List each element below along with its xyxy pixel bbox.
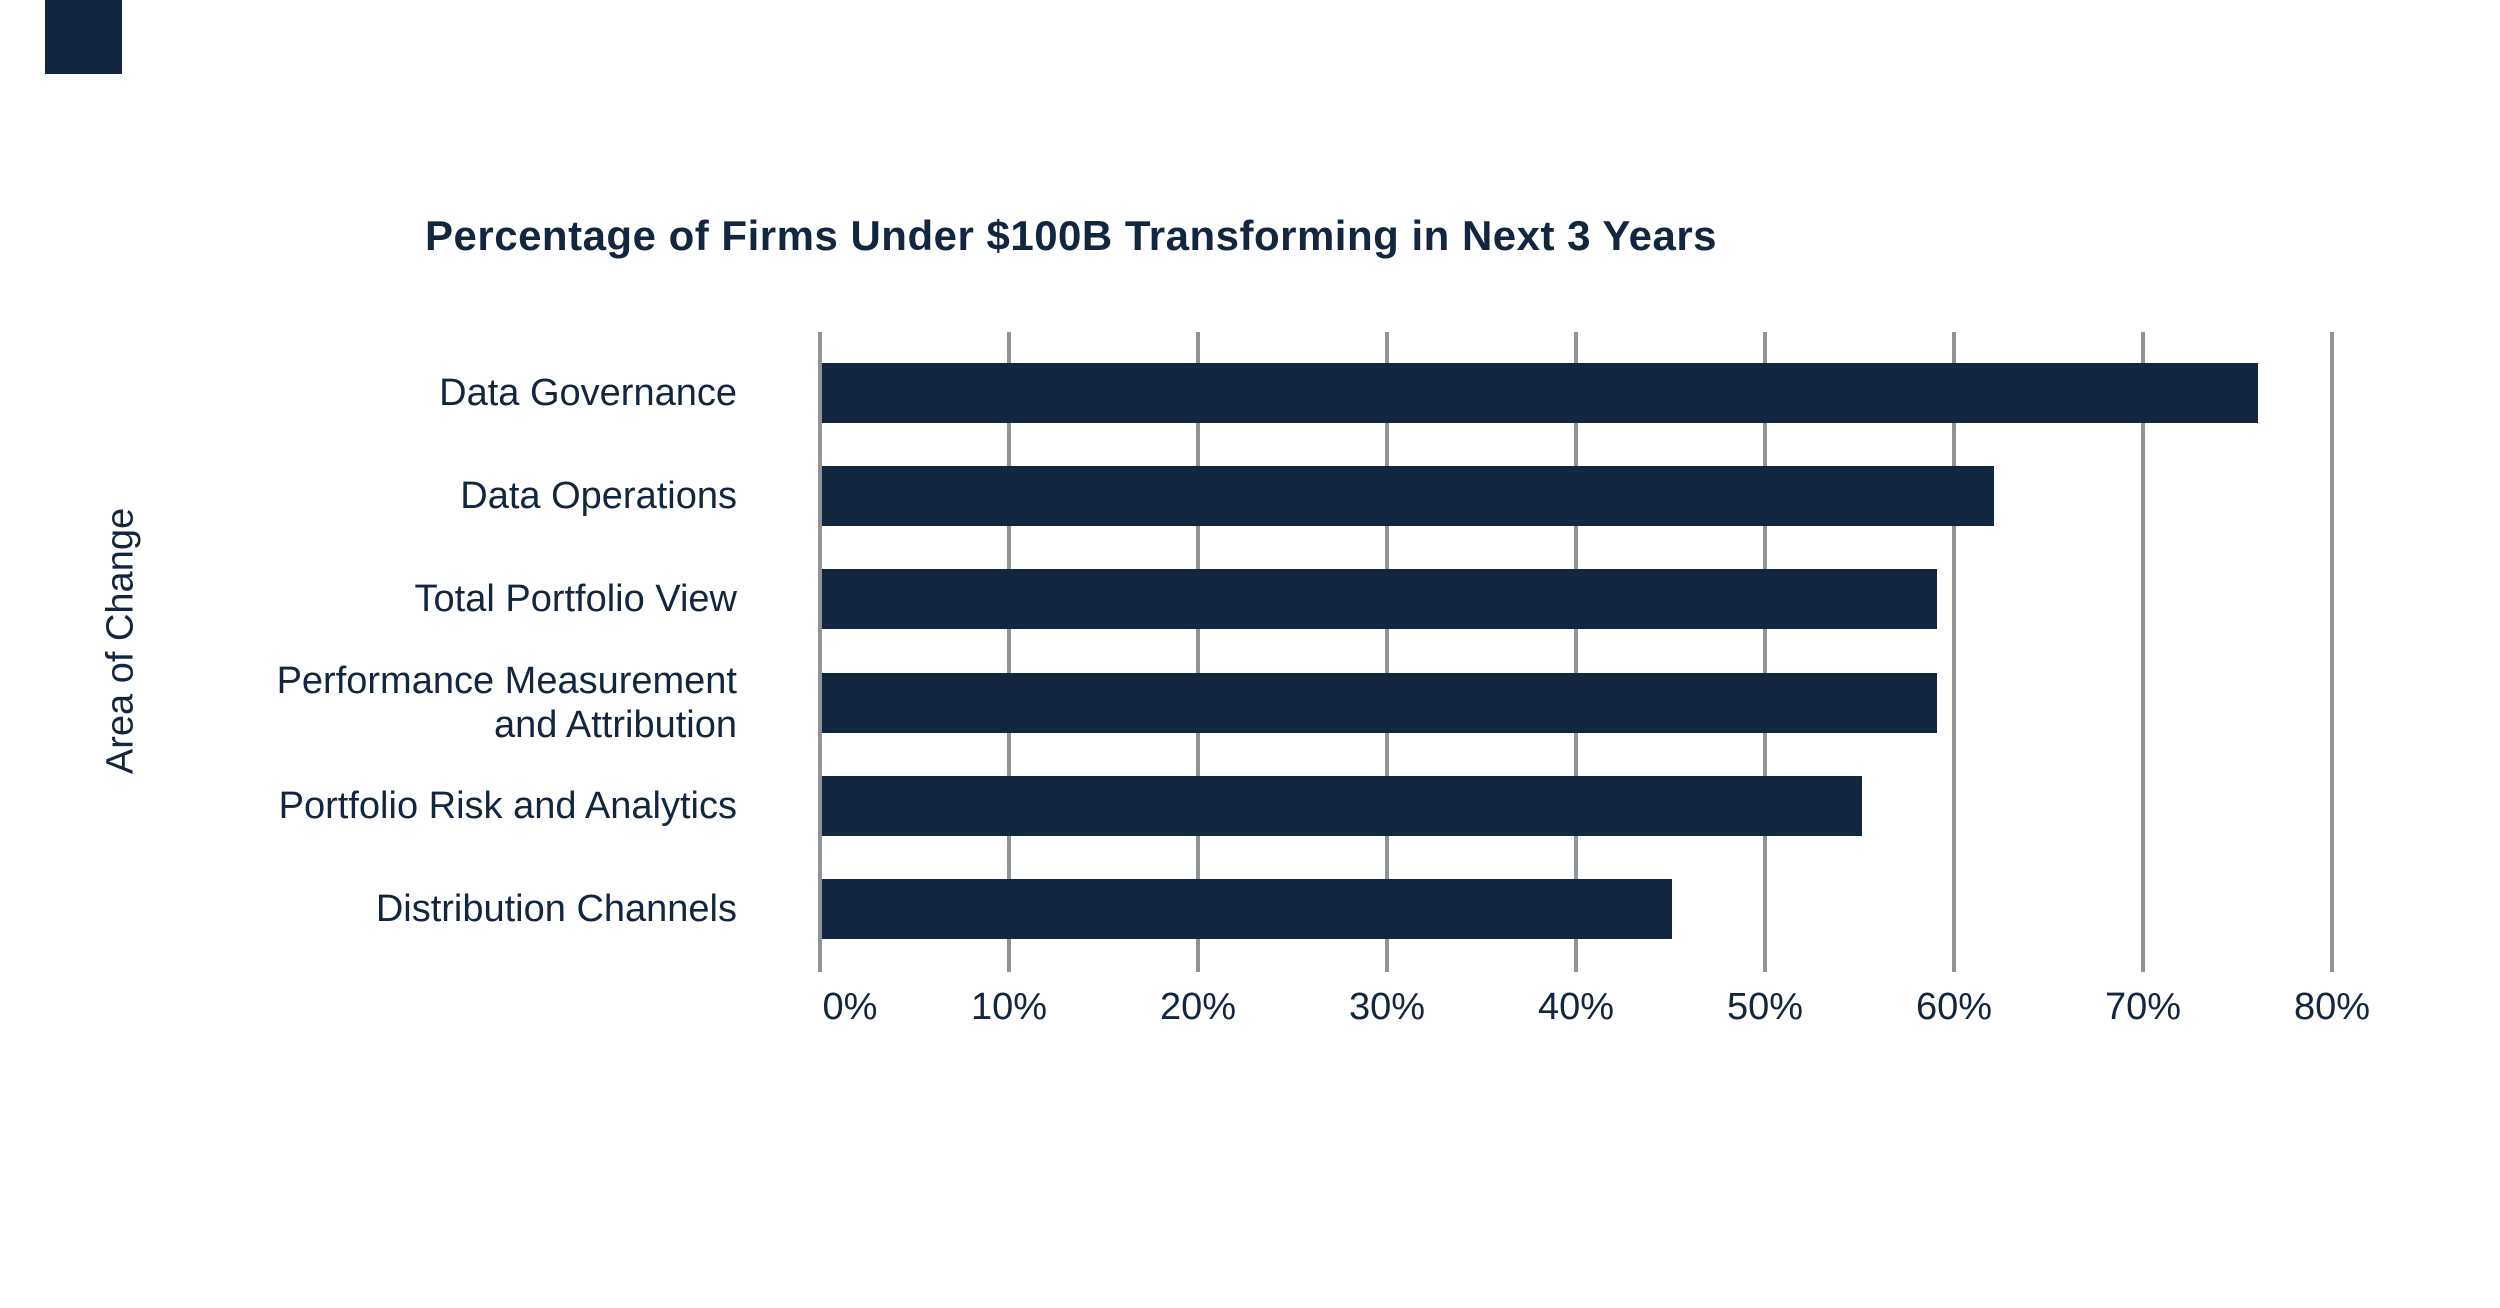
gridline-60 (1952, 332, 1956, 972)
bar-performance-measurement-and-attribution (822, 673, 1937, 733)
category-label-line: Data Governance (439, 371, 737, 414)
y-axis-label: Area of Change (99, 507, 142, 775)
gridline-30 (1385, 332, 1389, 972)
corner-logo-square (45, 0, 122, 74)
x-tick-label-80: 80% (2293, 986, 2371, 1028)
bar-portfolio-risk-and-analytics (822, 776, 1862, 836)
category-label-line: Data Operations (460, 474, 737, 517)
category-label-line: Distribution Channels (375, 887, 737, 930)
gridline-80 (2330, 332, 2334, 972)
category-label-line: Portfolio Risk and Analytics (278, 784, 737, 827)
bar-total-portfolio-view (822, 569, 1937, 629)
x-tick-label-50: 50% (1726, 986, 1804, 1028)
x-tick-label-60: 60% (1915, 986, 1993, 1028)
x-tick-label-10: 10% (970, 986, 1048, 1028)
category-label-total-portfolio-view: Total Portfolio View (150, 569, 737, 629)
x-tick-label-20: 20% (1159, 986, 1237, 1028)
gridline-10 (1007, 332, 1011, 972)
x-tick-label-30: 30% (1348, 986, 1426, 1028)
gridline-40 (1574, 332, 1578, 972)
bar-distribution-channels (822, 879, 1672, 939)
gridline-70 (2141, 332, 2145, 972)
category-label-line: and Attribution (494, 704, 737, 746)
bar-data-governance (822, 363, 2258, 423)
category-label-line: Performance Measurement (276, 659, 737, 702)
category-label-distribution-channels: Distribution Channels (150, 879, 737, 939)
x-tick-label-0: 0% (822, 986, 878, 1028)
x-tick-label-40: 40% (1537, 986, 1615, 1028)
category-label-data-operations: Data Operations (150, 466, 737, 526)
category-label-line: Total Portfolio View (414, 577, 737, 620)
gridline-20 (1196, 332, 1200, 972)
category-label-portfolio-risk-and-analytics: Portfolio Risk and Analytics (150, 776, 737, 836)
category-label-data-governance: Data Governance (150, 363, 737, 423)
x-tick-label-70: 70% (2104, 986, 2182, 1028)
gridline-50 (1763, 332, 1767, 972)
bar-data-operations (822, 466, 1994, 526)
category-label-performance-measurement-and-attribution: Performance Measurement and Attribution (150, 660, 737, 746)
gridline-0 (818, 332, 822, 972)
chart-title: Percentage of Firms Under $100B Transfor… (425, 212, 1718, 259)
